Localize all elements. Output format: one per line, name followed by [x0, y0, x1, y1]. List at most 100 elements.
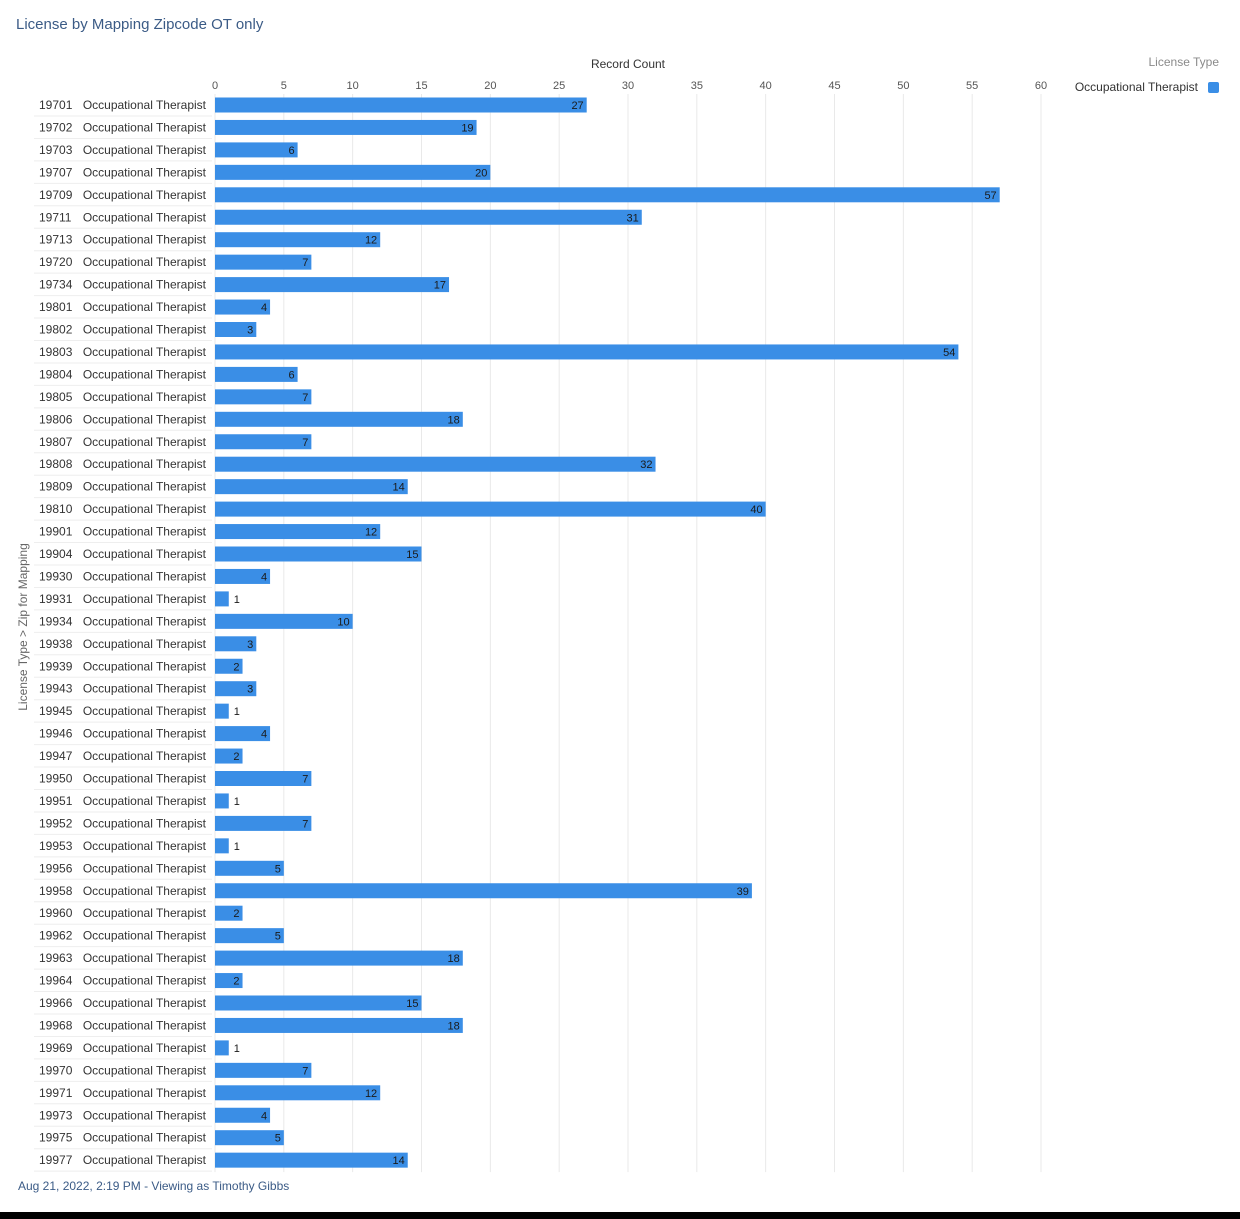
bar[interactable]	[215, 591, 229, 607]
chart-row[interactable]: 19973 Occupational Therapist 4	[34, 1107, 271, 1127]
chart-row[interactable]: 19806 Occupational Therapist 18	[34, 411, 463, 431]
chart-row[interactable]: 19968 Occupational Therapist 18	[34, 1017, 463, 1037]
bar[interactable]	[215, 456, 656, 472]
chart-row[interactable]: 19964 Occupational Therapist 2	[34, 973, 243, 993]
bar[interactable]	[215, 793, 229, 809]
bar[interactable]	[215, 277, 450, 293]
bar[interactable]	[215, 344, 959, 360]
chart-row[interactable]: 19720 Occupational Therapist 7	[34, 254, 312, 274]
license-type-label: Occupational Therapist	[83, 929, 207, 943]
chart-row[interactable]: 19808 Occupational Therapist 32	[34, 456, 656, 476]
bar[interactable]	[215, 973, 243, 989]
bar[interactable]	[215, 703, 229, 719]
chart-row[interactable]: 19946 Occupational Therapist 4	[34, 726, 271, 746]
chart-row[interactable]: 19958 Occupational Therapist 39	[34, 883, 752, 903]
bar[interactable]	[215, 501, 766, 517]
chart-row[interactable]: 19801 Occupational Therapist 4	[34, 299, 271, 319]
bar[interactable]	[215, 119, 477, 135]
bar[interactable]	[215, 905, 243, 921]
bar[interactable]	[215, 1040, 229, 1056]
chart-row[interactable]: 19947 Occupational Therapist 2	[34, 748, 243, 768]
chart-row[interactable]: 19951 Occupational Therapist 1	[34, 793, 240, 813]
bar[interactable]	[215, 748, 243, 764]
chart-row[interactable]: 19953 Occupational Therapist 1	[34, 838, 240, 858]
bar[interactable]	[215, 524, 381, 540]
bar[interactable]	[215, 568, 271, 584]
chart-row[interactable]: 19802 Occupational Therapist 3	[34, 322, 257, 341]
bar[interactable]	[215, 1130, 284, 1146]
chart-row[interactable]: 19904 Occupational Therapist 15	[34, 546, 422, 566]
bar-value-label: 6	[288, 369, 294, 381]
chart-row[interactable]: 19901 Occupational Therapist 12	[34, 524, 381, 544]
bar[interactable]	[215, 187, 1000, 203]
chart-row[interactable]: 19956 Occupational Therapist 5	[34, 860, 284, 880]
bar[interactable]	[215, 434, 312, 450]
chart-row[interactable]: 19962 Occupational Therapist 5	[34, 928, 284, 948]
bar[interactable]	[215, 97, 587, 113]
bar[interactable]	[215, 928, 284, 944]
chart-row[interactable]: 19931 Occupational Therapist 1	[34, 591, 240, 611]
bar[interactable]	[215, 411, 463, 427]
bar[interactable]	[215, 1152, 408, 1168]
chart-row[interactable]: 19963 Occupational Therapist 18	[34, 950, 463, 970]
bar[interactable]	[215, 726, 271, 742]
bar[interactable]	[215, 142, 298, 158]
bar[interactable]	[215, 1107, 271, 1123]
bar[interactable]	[215, 771, 312, 786]
chart-row[interactable]: 19703 Occupational Therapist 6	[34, 142, 298, 162]
chart-row[interactable]: 19804 Occupational Therapist 6	[34, 366, 298, 386]
bar[interactable]	[215, 1062, 312, 1078]
bar[interactable]	[215, 815, 312, 831]
bar[interactable]	[215, 860, 284, 876]
chart-row[interactable]: 19803 Occupational Therapist 54	[34, 344, 959, 364]
chart-row[interactable]: 19734 Occupational Therapist 17	[34, 277, 450, 297]
chart-row[interactable]: 19971 Occupational Therapist 12	[34, 1085, 381, 1105]
bar[interactable]	[215, 658, 243, 674]
legend-entry[interactable]: Occupational Therapist	[1075, 80, 1219, 94]
chart-row[interactable]: 19701 Occupational Therapist 27	[34, 97, 587, 117]
chart-row[interactable]: 19702 Occupational Therapist 19	[34, 119, 477, 139]
bar[interactable]	[215, 479, 408, 495]
bar[interactable]	[215, 681, 257, 697]
chart-row[interactable]: 19952 Occupational Therapist 7	[34, 815, 312, 835]
chart-row[interactable]: 19707 Occupational Therapist 20	[34, 164, 491, 184]
bar[interactable]	[215, 389, 312, 405]
chart-row[interactable]: 19807 Occupational Therapist 7	[34, 434, 312, 454]
chart-row[interactable]: 19939 Occupational Therapist 2	[34, 658, 243, 678]
bar[interactable]	[215, 254, 312, 270]
bar[interactable]	[215, 209, 642, 225]
chart-row[interactable]: 19930 Occupational Therapist 4	[34, 568, 271, 588]
bar[interactable]	[215, 232, 381, 248]
bar[interactable]	[215, 636, 257, 652]
chart-row[interactable]: 19943 Occupational Therapist 3	[34, 681, 257, 701]
bar[interactable]	[215, 164, 491, 180]
chart-row[interactable]: 19810 Occupational Therapist 40	[34, 501, 766, 521]
chart-row[interactable]: 19977 Occupational Therapist 14	[34, 1152, 408, 1172]
bar[interactable]	[215, 950, 463, 966]
chart-row[interactable]: 19805 Occupational Therapist 7	[34, 389, 312, 409]
chart-row[interactable]: 19934 Occupational Therapist 10	[34, 613, 353, 633]
chart-row[interactable]: 19966 Occupational Therapist 15	[34, 995, 422, 1015]
bar[interactable]	[215, 299, 271, 315]
bar[interactable]	[215, 995, 422, 1011]
chart-row[interactable]: 19950 Occupational Therapist 7	[34, 771, 312, 790]
bar[interactable]	[215, 366, 298, 382]
chart-row[interactable]: 19945 Occupational Therapist 1	[34, 703, 240, 723]
bar[interactable]	[215, 1085, 381, 1101]
bar[interactable]	[215, 613, 353, 629]
chart-row[interactable]: 19970 Occupational Therapist 7	[34, 1062, 312, 1082]
chart-row[interactable]: 19975 Occupational Therapist 5	[34, 1130, 284, 1150]
chart-row[interactable]: 19938 Occupational Therapist 3	[34, 636, 257, 656]
bar[interactable]	[215, 322, 257, 337]
bar[interactable]	[215, 838, 229, 854]
bar[interactable]	[215, 1017, 463, 1033]
bar[interactable]	[215, 546, 422, 562]
chart-row[interactable]: 19713 Occupational Therapist 12	[34, 232, 381, 252]
bar[interactable]	[215, 883, 752, 899]
zip-label: 19702	[39, 120, 73, 134]
chart-row[interactable]: 19711 Occupational Therapist 31	[34, 209, 642, 229]
chart-row[interactable]: 19960 Occupational Therapist 2	[34, 905, 243, 925]
chart-row[interactable]: 19709 Occupational Therapist 57	[34, 187, 1000, 207]
chart-row[interactable]: 19969 Occupational Therapist 1	[34, 1040, 240, 1060]
chart-row[interactable]: 19809 Occupational Therapist 14	[34, 479, 408, 499]
